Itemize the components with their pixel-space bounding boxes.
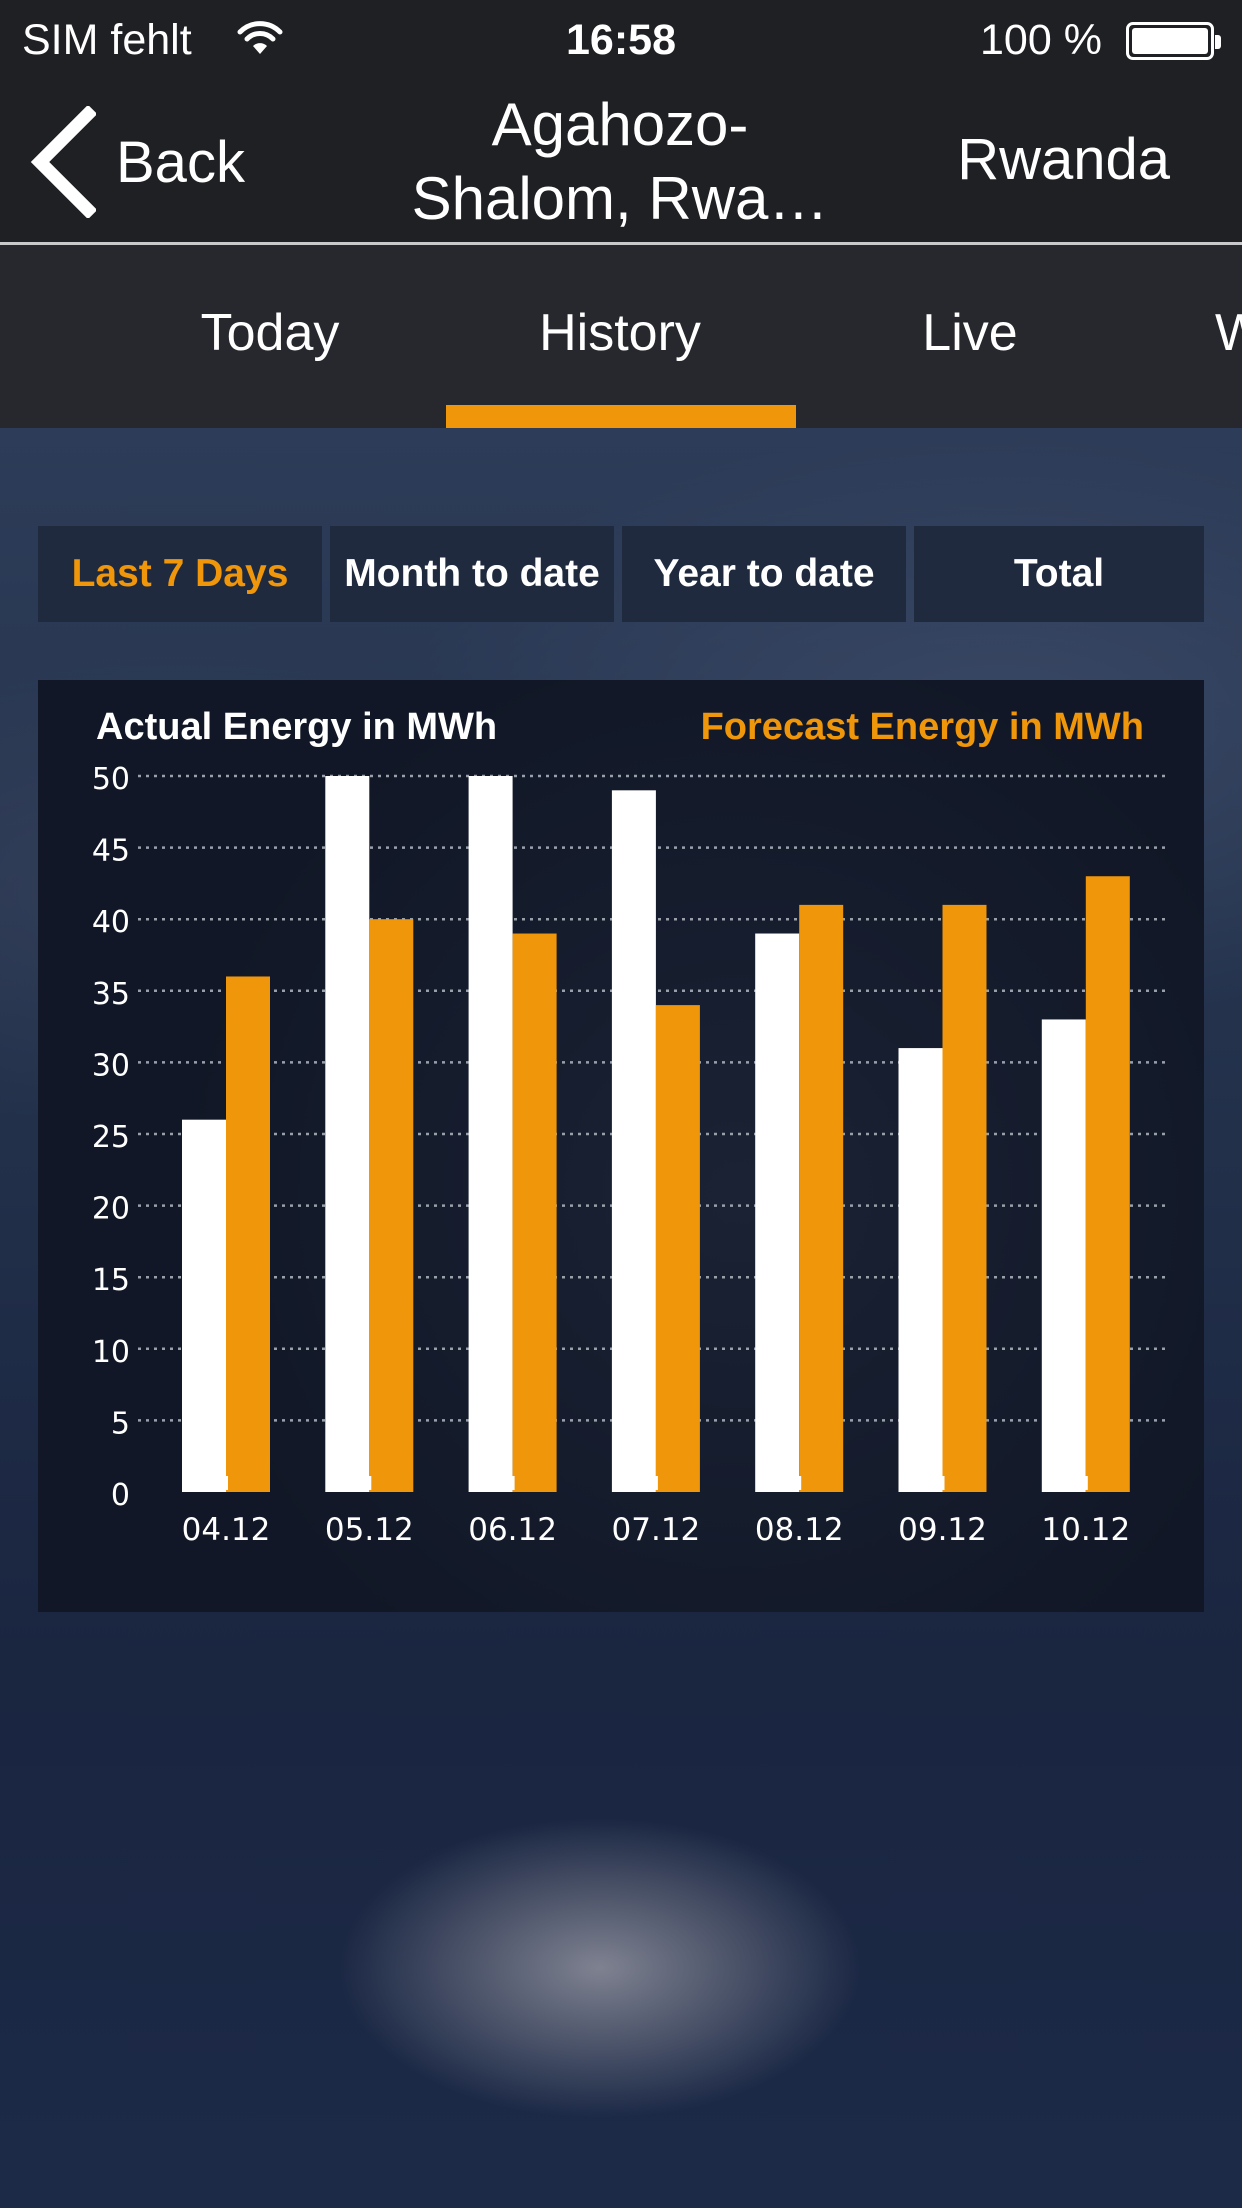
bar-forecast [655, 1005, 700, 1492]
y-tick-label: 40 [92, 905, 130, 940]
bar-actual [1041, 1019, 1086, 1492]
back-button[interactable]: Back [30, 102, 245, 222]
carrier-label: SIM fehlt [22, 16, 192, 64]
y-tick-label: 20 [92, 1192, 130, 1227]
y-tick-label: 0 [111, 1478, 130, 1513]
period-last-7-days[interactable]: Last 7 Days [38, 526, 322, 622]
clock: 16:58 [566, 16, 676, 64]
energy-chart-panel: Actual Energy in MWh Forecast Energy in … [38, 680, 1204, 1612]
y-tick-label: 10 [92, 1335, 130, 1370]
page-title-line1: Agahozo- [491, 91, 749, 158]
x-tick-label: 09.12 [898, 1512, 987, 1548]
bar-actual [468, 776, 513, 1492]
back-label: Back [116, 129, 245, 195]
chevron-left-icon [30, 106, 96, 218]
wifi-icon [236, 18, 284, 67]
y-tick-label: 35 [92, 977, 130, 1012]
bar-actual [755, 933, 800, 1492]
bar-chart: 0 5 10 15 20 25 30 35 40 45 50 04.12 05.12 06.12 07.12… [92, 762, 1166, 1548]
period-selector: Last 7 Days Month to date Year to date T… [38, 526, 1204, 622]
y-tick-label: 5 [111, 1406, 130, 1441]
x-tick-label: 08.12 [755, 1512, 844, 1548]
x-tick-label: 05.12 [325, 1512, 414, 1548]
period-month-to-date[interactable]: Month to date [330, 526, 614, 622]
navigation-bar: Back Agahozo- Shalom, Rwa… Rwanda [0, 82, 1242, 245]
page-title: Agahozo- Shalom, Rwa… [370, 88, 870, 236]
x-tick-label: 04.12 [182, 1512, 271, 1548]
bar-forecast [799, 904, 844, 1492]
x-tick-label: 06.12 [468, 1512, 557, 1548]
bar-forecast [512, 933, 557, 1492]
legend-actual: Actual Energy in MWh [96, 706, 498, 748]
legend-forecast: Forecast Energy in MWh [700, 706, 1144, 748]
x-tick-label: 07.12 [612, 1512, 701, 1548]
tab-live[interactable]: Live [922, 304, 1018, 362]
country-button[interactable]: Rwanda [957, 127, 1170, 192]
tab-history[interactable]: History [539, 304, 701, 362]
tab-today[interactable]: Today [200, 304, 340, 362]
bar-forecast [226, 976, 270, 1492]
y-tick-label: 45 [92, 834, 130, 869]
battery-percent: 100 % [980, 16, 1102, 64]
y-tick-label: 15 [92, 1263, 130, 1298]
tab-next[interactable]: W [1215, 304, 1242, 362]
bar-actual [182, 1119, 226, 1492]
bar-actual [611, 790, 656, 1492]
period-total[interactable]: Total [914, 526, 1204, 622]
y-tick-label: 30 [92, 1048, 130, 1083]
battery-full-icon [1126, 22, 1221, 60]
bar-forecast [1085, 876, 1130, 1492]
bar-actual [898, 1048, 943, 1492]
page-title-line2: Shalom, Rwa… [411, 165, 829, 232]
active-tab-indicator [446, 405, 796, 428]
y-tick-label: 50 [92, 762, 130, 797]
bar-forecast [369, 919, 414, 1492]
tab-bar: Today History Live W [0, 245, 1242, 428]
period-year-to-date[interactable]: Year to date [622, 526, 906, 622]
bar-actual [325, 776, 370, 1492]
y-tick-label: 25 [92, 1120, 130, 1155]
status-bar: SIM fehlt 16:58 100 % [0, 0, 1242, 82]
bar-forecast [942, 904, 987, 1492]
x-tick-label: 10.12 [1041, 1512, 1130, 1548]
